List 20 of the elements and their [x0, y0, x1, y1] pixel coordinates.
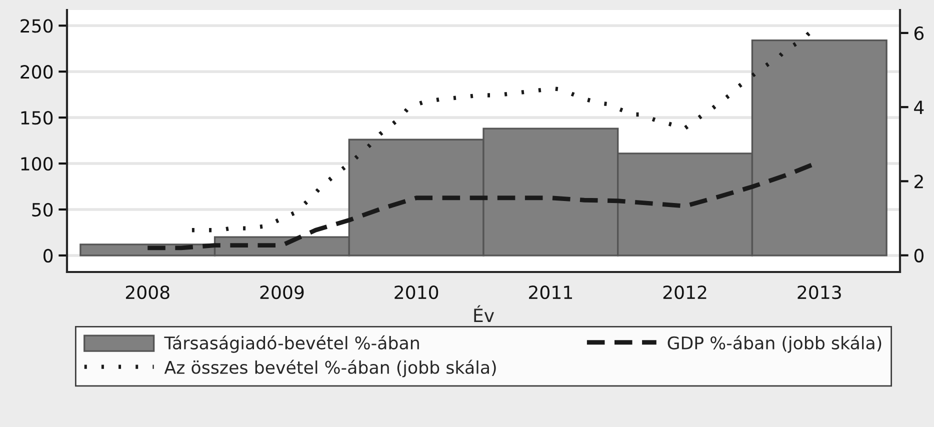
x-tick-label: 2011: [529, 286, 572, 300]
y-tick-label: 200: [20, 65, 53, 79]
legend-label: Az összes bevétel %-ában (jobb skála): [164, 360, 496, 378]
y-tick-label: 0: [44, 248, 53, 263]
y-tick-label: 250: [20, 19, 53, 33]
x-tick-label: 2009: [260, 286, 304, 300]
y2-tick-label: 4: [914, 100, 924, 114]
x-tick-label: 2013: [798, 286, 841, 300]
x-tick-label: 2010: [394, 286, 438, 300]
legend-label: GDP %-ában (jobb skála): [668, 335, 882, 353]
y2-tick-label: 0: [914, 248, 924, 262]
x-axis-title: Év: [474, 305, 494, 322]
x-tick-label: 2012: [663, 286, 706, 300]
legend-label: Társaságiadó-bevétel %-ában: [164, 335, 419, 353]
x-tick-label: 2008: [126, 286, 170, 300]
y-tick-label: 100: [21, 156, 53, 171]
y2-tick-label: 6: [914, 26, 924, 40]
y-tick-label: 150: [21, 111, 53, 125]
y2-tick-label: 2: [914, 174, 923, 188]
y-tick-label: 50: [32, 202, 53, 217]
